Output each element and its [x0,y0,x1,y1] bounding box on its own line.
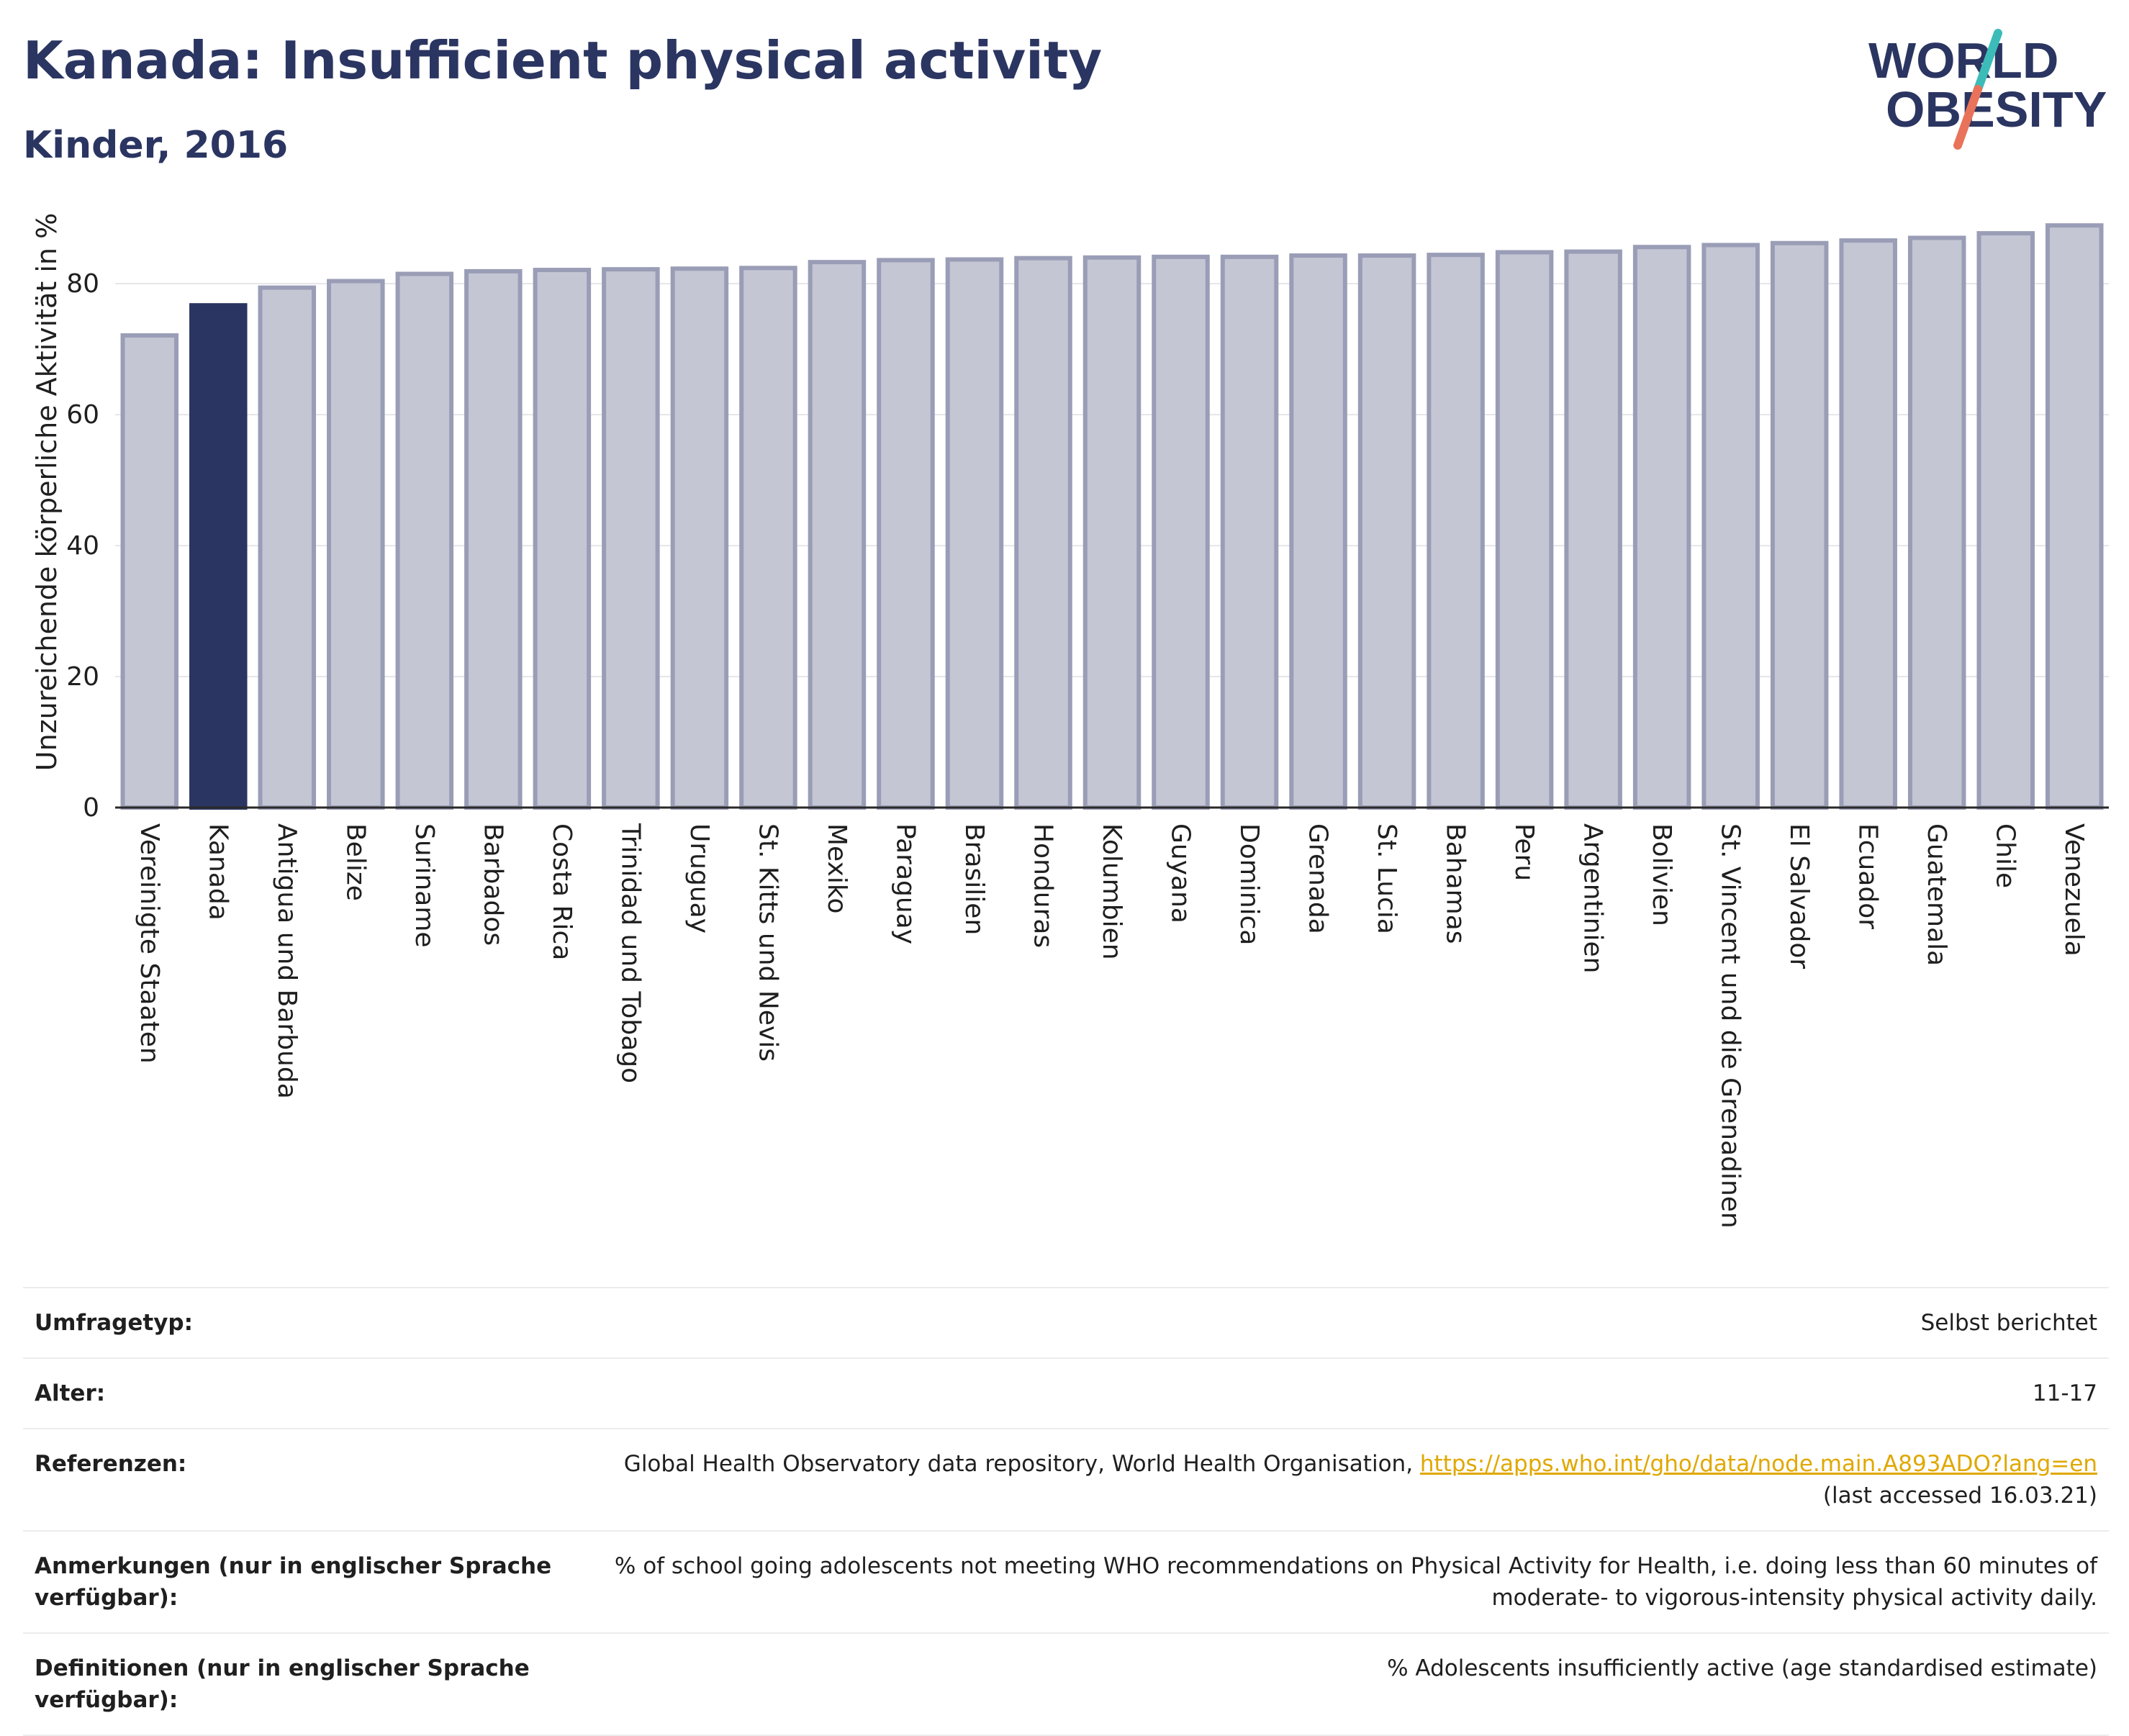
bar-venezuela [2045,223,2104,810]
meta-row-notes: Anmerkungen (nur in englischer Sprache v… [23,1530,2109,1632]
x-tick-label: Belize [340,823,370,901]
x-tick-label: El Salvador [1784,823,1814,969]
meta-label: Alter: [35,1380,106,1406]
meta-label: Referenzen: [35,1451,187,1477]
logo-slash-teal [1974,29,2002,94]
bars [120,223,2104,810]
world-obesity-logo: WORLD OBESITY [1868,29,2107,150]
x-tick-label: Bahamas [1441,823,1470,944]
x-tick-label: Guatemala [1922,823,1951,966]
bar-kanada [189,303,248,810]
x-tick-label: Guyana [1166,823,1195,923]
meta-value: % Adolescents insufficiently active (age… [1387,1655,2097,1681]
x-tick-label: Honduras [1028,823,1057,948]
bar-grenada [1289,253,1347,810]
reference-accessed: (last accessed 16.03.21) [1822,1483,2097,1509]
x-tick-label: Antigua und Barbuda [272,823,302,1099]
meta-label: Umfragetyp: [35,1310,193,1336]
bar-bahamas [1427,253,1485,810]
bar-chile [1976,231,2035,810]
reference-link[interactable]: https://apps.who.int/gho/data/node.main.… [1419,1451,2097,1477]
bar-dominica [1220,254,1279,810]
meta-label: Anmerkungen (nur in englischer Sprache v… [35,1553,552,1611]
x-tick-label: St. Kitts und Nevis [753,823,782,1062]
bar-peru [1495,250,1554,810]
x-tick-label: Costa Rica [547,823,577,960]
x-tick-label: St. Lucia [1372,823,1401,934]
bar-suriname [395,271,454,810]
meta-row-definitions: Definitionen (nur in englischer Sprache … [23,1632,2109,1736]
meta-row-age: Alter: 11-17 [23,1357,2109,1428]
meta-value: % of school going adolescents not meetin… [614,1553,2097,1611]
bar-vereinigte-staaten [120,333,179,810]
y-tick-label: 60 [66,400,99,430]
axes: 0 20 40 60 80 Vereinigte Staaten Kanada Antigua… [66,269,2109,1229]
x-tick-label: Ecuador [1853,823,1883,929]
y-axis-label: Unzureichende körperliche Aktivität in % [31,213,63,771]
meta-row-survey-type: Umfragetyp: Selbst berichtet [23,1287,2109,1357]
bar-st-kitts-und-nevis [739,266,797,810]
x-tick-label: Kolumbien [1097,823,1126,960]
x-tick-label: Kanada [203,823,232,921]
bar-mexiko [808,260,867,810]
bar-paraguay [877,258,935,810]
x-tick-label: Trinidad und Tobago [615,823,645,1083]
meta-value: Selbst berichtet [1920,1310,2097,1336]
bar-st-lucia [1357,253,1416,810]
bar-antigua-und-barbuda [258,285,317,810]
bar-barbados [464,268,523,810]
bar-st-vincent-und-die-grenadinen [1701,243,1760,810]
x-tick-label: Peru [1509,823,1539,881]
bar-uruguay [670,266,729,810]
x-tick-label: Paraguay [890,823,920,944]
x-tick-label: Uruguay [684,823,714,933]
logo-word-obesity: OBESITY [1886,81,2107,137]
bar-honduras [1014,256,1072,810]
x-tick-label: Argentinien [1578,823,1608,974]
metadata-table: Umfragetyp: Selbst berichtet Alter: 11-1… [23,1287,2109,1736]
y-tick-label: 0 [83,793,99,823]
bar-chart: 0 20 40 60 80 Vereinigte Staaten Kanada Antigua… [31,213,2109,1229]
page-title: Kanada: Insufficient physical activity [23,30,1103,91]
x-tick-label: Suriname [410,823,439,948]
bar-argentinien [1564,249,1622,810]
x-tick-label: Brasilien [959,823,989,935]
y-tick-label: 80 [66,269,99,299]
x-tick-label: St. Vincent und die Grenadinen [1716,823,1745,1229]
logo-word-world: WORLD [1868,32,2058,89]
meta-label: Definitionen (nur in englischer Sprache … [35,1655,530,1713]
bar-trinidad-und-tobago [602,267,660,810]
x-tick-label: Vereinigte Staaten [135,823,164,1064]
bar-kolumbien [1082,255,1142,810]
x-tick-label: Mexiko [822,823,851,913]
x-tick-label: Venezuela [2059,823,2089,957]
bar-el-salvador [1770,240,1829,810]
page-subtitle: Kinder, 2016 [23,124,289,167]
bar-ecuador [1839,238,1897,810]
x-tick-label: Chile [1991,823,2020,888]
y-tick-label: 40 [66,531,99,561]
meta-value: 11-17 [2032,1380,2097,1406]
x-tick-label: Dominica [1234,823,1264,946]
bar-guatemala [1907,235,1966,810]
x-tick-label: Grenada [1303,823,1333,934]
bar-belize [327,279,385,810]
logo-slash-coral [1953,85,1982,150]
reference-text: Global Health Observatory data repositor… [623,1451,1414,1477]
bar-costa-rica [533,268,592,810]
bar-brasilien [945,257,1004,810]
y-tick-label: 20 [66,662,99,692]
meta-value: Global Health Observatory data repositor… [553,1448,2097,1511]
x-tick-label: Barbados [478,823,507,946]
x-tick-label: Bolivien [1647,823,1676,926]
bar-bolivien [1632,245,1691,810]
bar-guyana [1152,254,1210,810]
meta-row-references: Referenzen: Global Health Observatory da… [23,1428,2109,1530]
